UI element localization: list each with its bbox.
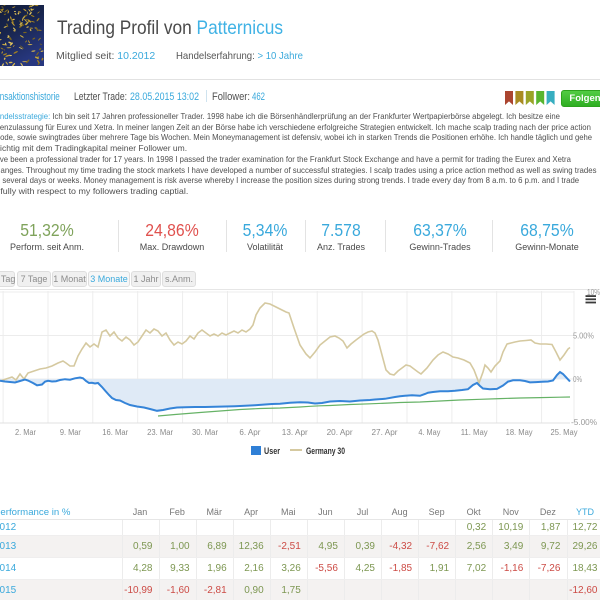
svg-text:0%: 0% xyxy=(573,375,582,384)
svg-text:-5.00%: -5.00% xyxy=(571,418,597,427)
svg-text:2. Mar: 2. Mar xyxy=(15,428,36,437)
svg-text:11. May: 11. May xyxy=(461,428,488,437)
svg-text:5.00%: 5.00% xyxy=(573,332,594,341)
svg-text:10%: 10% xyxy=(587,288,600,297)
svg-text:27. Apr: 27. Apr xyxy=(372,428,398,437)
svg-text:20. Apr: 20. Apr xyxy=(327,428,353,437)
svg-text:User: User xyxy=(264,446,280,456)
svg-text:16. Mar: 16. Mar xyxy=(102,428,128,437)
svg-text:6. Apr: 6. Apr xyxy=(239,428,260,437)
svg-text:13. Apr: 13. Apr xyxy=(282,428,308,437)
svg-text:9. Mar: 9. Mar xyxy=(60,428,81,437)
svg-text:25. May: 25. May xyxy=(551,428,578,437)
svg-text:18. May: 18. May xyxy=(506,428,533,437)
svg-text:Germany 30: Germany 30 xyxy=(306,446,345,456)
svg-text:4. May: 4. May xyxy=(418,428,440,437)
svg-text:30. Mar: 30. Mar xyxy=(192,428,218,437)
svg-text:23. Mar: 23. Mar xyxy=(147,428,173,437)
